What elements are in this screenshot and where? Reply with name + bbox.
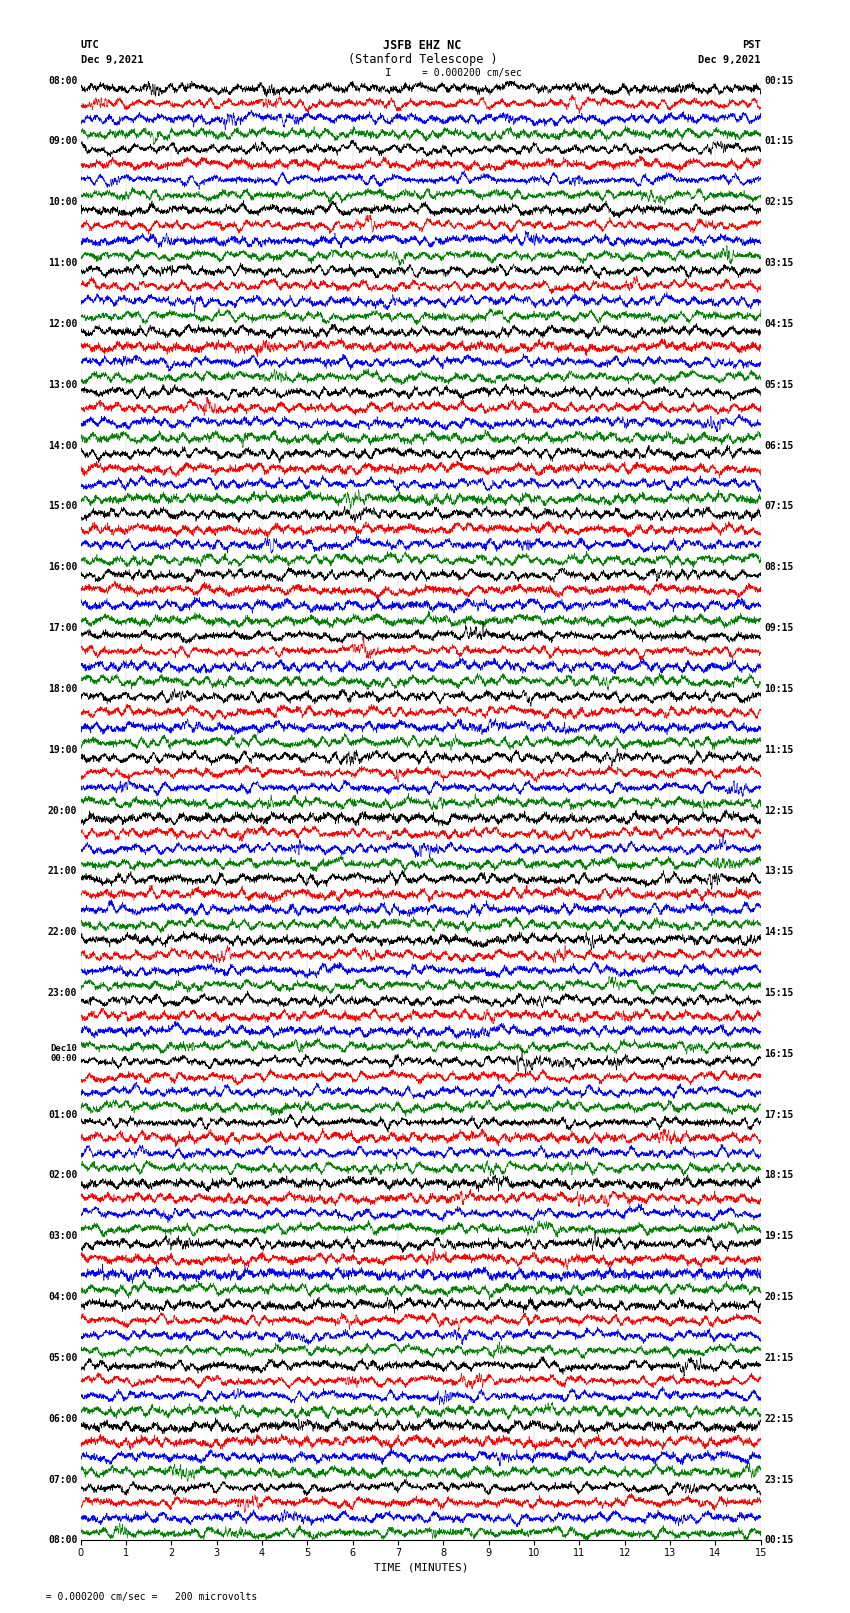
Text: 00:15: 00:15 xyxy=(764,1536,794,1545)
Text: 14:00: 14:00 xyxy=(48,440,77,450)
Text: 22:00: 22:00 xyxy=(48,927,77,937)
Text: 23:15: 23:15 xyxy=(764,1474,794,1484)
Text: 19:00: 19:00 xyxy=(48,745,77,755)
Text: 13:15: 13:15 xyxy=(764,866,794,876)
Text: 06:15: 06:15 xyxy=(764,440,794,450)
Text: 01:00: 01:00 xyxy=(48,1110,77,1119)
Text: 22:15: 22:15 xyxy=(764,1413,794,1424)
Text: 12:00: 12:00 xyxy=(48,319,77,329)
Text: 00:15: 00:15 xyxy=(764,76,794,85)
Text: 21:15: 21:15 xyxy=(764,1353,794,1363)
Text: 07:15: 07:15 xyxy=(764,502,794,511)
Text: JSFB EHZ NC: JSFB EHZ NC xyxy=(383,39,462,52)
Text: 05:15: 05:15 xyxy=(764,379,794,390)
Text: 01:15: 01:15 xyxy=(764,137,794,147)
Text: (Stanford Telescope ): (Stanford Telescope ) xyxy=(348,53,497,66)
Text: = 0.000200 cm/sec: = 0.000200 cm/sec xyxy=(422,68,522,77)
Text: 03:15: 03:15 xyxy=(764,258,794,268)
Text: 09:00: 09:00 xyxy=(48,137,77,147)
Text: 14:15: 14:15 xyxy=(764,927,794,937)
Text: 17:15: 17:15 xyxy=(764,1110,794,1119)
Text: 10:00: 10:00 xyxy=(48,197,77,208)
Text: 08:00: 08:00 xyxy=(48,76,77,85)
Text: 11:00: 11:00 xyxy=(48,258,77,268)
Text: = 0.000200 cm/sec =   200 microvolts: = 0.000200 cm/sec = 200 microvolts xyxy=(34,1592,258,1602)
Text: UTC: UTC xyxy=(81,40,99,50)
Text: 18:15: 18:15 xyxy=(764,1171,794,1181)
Text: 04:00: 04:00 xyxy=(48,1292,77,1302)
Text: 07:00: 07:00 xyxy=(48,1474,77,1484)
Text: PST: PST xyxy=(742,40,761,50)
Text: 12:15: 12:15 xyxy=(764,805,794,816)
Text: 23:00: 23:00 xyxy=(48,989,77,998)
Text: 17:00: 17:00 xyxy=(48,623,77,632)
Text: 15:15: 15:15 xyxy=(764,989,794,998)
Text: 09:15: 09:15 xyxy=(764,623,794,632)
Text: 08:00: 08:00 xyxy=(48,1536,77,1545)
Text: 20:00: 20:00 xyxy=(48,805,77,816)
Text: 05:00: 05:00 xyxy=(48,1353,77,1363)
Text: 19:15: 19:15 xyxy=(764,1231,794,1242)
Text: Dec10
00:00: Dec10 00:00 xyxy=(50,1045,77,1063)
Text: 04:15: 04:15 xyxy=(764,319,794,329)
Text: Dec 9,2021: Dec 9,2021 xyxy=(81,55,144,65)
Text: 02:00: 02:00 xyxy=(48,1171,77,1181)
Text: 03:00: 03:00 xyxy=(48,1231,77,1242)
Text: 18:00: 18:00 xyxy=(48,684,77,694)
Text: Dec 9,2021: Dec 9,2021 xyxy=(698,55,761,65)
Text: 13:00: 13:00 xyxy=(48,379,77,390)
X-axis label: TIME (MINUTES): TIME (MINUTES) xyxy=(373,1563,468,1573)
Text: 11:15: 11:15 xyxy=(764,745,794,755)
Text: I: I xyxy=(385,68,392,77)
Text: 21:00: 21:00 xyxy=(48,866,77,876)
Text: 02:15: 02:15 xyxy=(764,197,794,208)
Text: 10:15: 10:15 xyxy=(764,684,794,694)
Text: 08:15: 08:15 xyxy=(764,563,794,573)
Text: 06:00: 06:00 xyxy=(48,1413,77,1424)
Text: 16:15: 16:15 xyxy=(764,1048,794,1058)
Text: 20:15: 20:15 xyxy=(764,1292,794,1302)
Text: 15:00: 15:00 xyxy=(48,502,77,511)
Text: 16:00: 16:00 xyxy=(48,563,77,573)
